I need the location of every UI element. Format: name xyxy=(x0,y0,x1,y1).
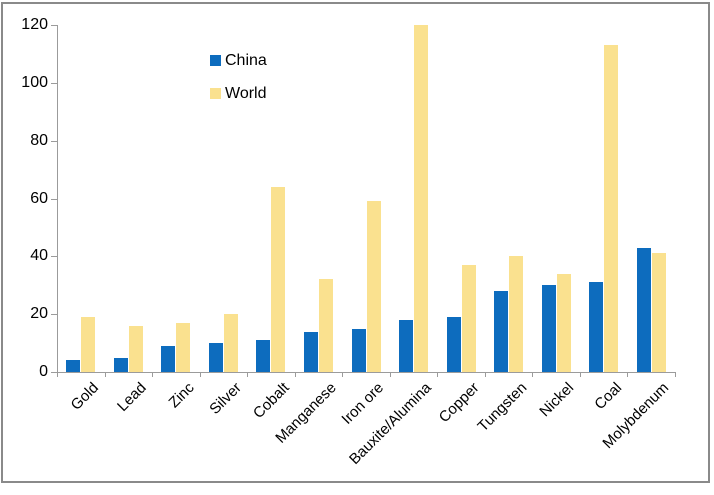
x-category-label-silver: Silver xyxy=(206,379,245,418)
legend-label-china: China xyxy=(225,51,267,69)
x-axis-tick xyxy=(152,372,153,377)
y-axis-tick xyxy=(51,25,57,26)
x-axis-tick xyxy=(342,372,343,377)
x-category-label-gold: Gold xyxy=(67,379,103,414)
y-tick-label: 80 xyxy=(30,132,48,149)
bar-world-silver xyxy=(224,314,238,372)
legend-swatch-china xyxy=(210,55,221,66)
bar-world-iron-ore xyxy=(367,201,381,372)
y-axis-tick xyxy=(51,83,57,84)
legend-label-world: World xyxy=(225,84,267,102)
legend-swatch-world xyxy=(210,88,221,99)
y-tick-label: 120 xyxy=(21,16,48,33)
bar-world-cobalt xyxy=(271,187,285,372)
x-axis-tick xyxy=(200,372,201,377)
bar-china-zinc xyxy=(161,346,175,372)
y-tick-label: 0 xyxy=(39,363,48,380)
chart-legend: China World xyxy=(210,51,267,103)
x-axis-tick xyxy=(532,372,533,377)
x-category-label-coal: Coal xyxy=(591,379,626,414)
x-axis-line xyxy=(57,372,676,373)
x-category-label-nickel: Nickel xyxy=(536,379,578,421)
bar-world-lead xyxy=(129,326,143,372)
bar-china-tungsten xyxy=(494,291,508,372)
x-axis-tick xyxy=(57,372,58,377)
x-axis-tick xyxy=(247,372,248,377)
bar-world-copper xyxy=(462,265,476,372)
bar-china-manganese xyxy=(304,332,318,372)
bar-china-coal xyxy=(589,282,603,372)
bar-world-nickel xyxy=(557,274,571,372)
y-axis-tick xyxy=(51,314,57,315)
bar-world-tungsten xyxy=(509,256,523,372)
y-axis-tick xyxy=(51,141,57,142)
bar-china-lead xyxy=(114,358,128,372)
bar-china-gold xyxy=(66,360,80,372)
x-category-label-zinc: Zinc xyxy=(165,379,198,412)
y-tick-label: 20 xyxy=(30,305,48,322)
bar-world-gold xyxy=(81,317,95,372)
bar-china-copper xyxy=(447,317,461,372)
bar-china-cobalt xyxy=(256,340,270,372)
bar-world-manganese xyxy=(319,279,333,372)
legend-item-china: China xyxy=(210,51,267,70)
bar-china-iron-ore xyxy=(352,329,366,372)
x-category-label-copper: Copper xyxy=(435,379,483,427)
x-axis-tick xyxy=(437,372,438,377)
bar-china-molybdenum xyxy=(637,248,651,372)
bar-world-molybdenum xyxy=(652,253,666,372)
bar-china-bauxite-alumina xyxy=(399,320,413,372)
y-axis-tick xyxy=(51,256,57,257)
x-axis-tick xyxy=(295,372,296,377)
x-category-label-tungsten: Tungsten xyxy=(474,379,530,436)
x-axis-tick xyxy=(580,372,581,377)
x-axis-tick xyxy=(485,372,486,377)
y-tick-label: 60 xyxy=(30,190,48,207)
x-axis-tick xyxy=(105,372,106,377)
y-tick-label: 100 xyxy=(21,74,48,91)
y-tick-label: 40 xyxy=(30,247,48,264)
bar-world-bauxite-alumina xyxy=(414,25,428,372)
y-axis-line xyxy=(57,25,58,373)
x-axis-tick xyxy=(627,372,628,377)
y-axis-tick xyxy=(51,199,57,200)
x-axis-tick xyxy=(675,372,676,377)
x-axis-tick xyxy=(390,372,391,377)
legend-item-world: World xyxy=(210,84,267,103)
y-axis-tick xyxy=(51,372,57,373)
bar-china-nickel xyxy=(542,285,556,372)
x-category-label-lead: Lead xyxy=(114,379,150,415)
x-category-label-cobalt: Cobalt xyxy=(249,379,293,422)
bar-world-coal xyxy=(604,45,618,372)
bar-world-zinc xyxy=(176,323,190,372)
bar-china-silver xyxy=(209,343,223,372)
